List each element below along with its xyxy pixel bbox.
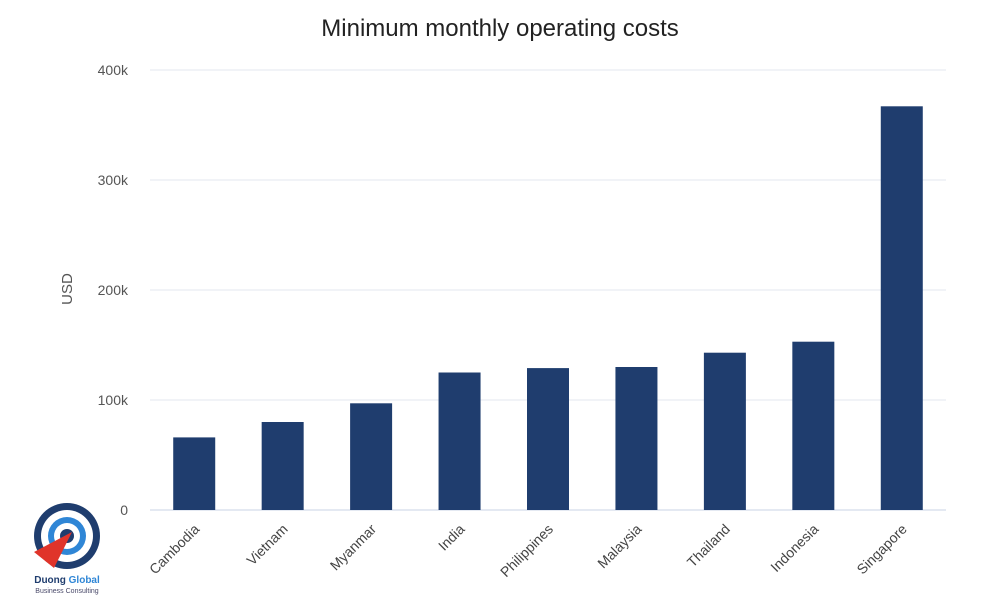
logo-name-part1: Duong xyxy=(34,575,66,586)
x-tick-label: Myanmar xyxy=(327,521,380,574)
bar xyxy=(880,106,923,511)
x-tick-label: India xyxy=(435,521,468,554)
x-tick-label: Philippines xyxy=(497,521,556,580)
bar xyxy=(173,437,216,510)
y-tick-label: 300k xyxy=(98,172,129,188)
x-axis-categories: Cambodia Vietnam Myanmar India Philippines Ma… xyxy=(146,521,910,580)
bar xyxy=(261,422,304,510)
x-tick-label: Cambodia xyxy=(146,521,203,578)
y-tick-label: 0 xyxy=(120,502,128,518)
bar xyxy=(438,372,481,510)
bar-series xyxy=(173,106,923,511)
bar xyxy=(615,367,658,510)
logo-red-arrow xyxy=(34,532,72,568)
y-tick-label: 400k xyxy=(98,62,129,78)
y-axis-ticks: 0 100k 200k 300k 400k xyxy=(98,62,129,518)
x-tick-label: Vietnam xyxy=(243,521,290,568)
company-logo: Duong Global Business Consulting xyxy=(34,503,100,595)
logo-name-part2: Global xyxy=(69,575,100,586)
logo-tagline: Business Consulting xyxy=(35,588,99,595)
y-tick-label: 200k xyxy=(98,282,129,298)
x-tick-label: Indonesia xyxy=(767,521,821,575)
bar xyxy=(792,341,835,510)
bar xyxy=(350,403,393,510)
x-tick-label: Thailand xyxy=(684,521,733,570)
x-tick-label: Singapore xyxy=(853,521,910,578)
logo-name: Duong Global xyxy=(34,575,100,586)
y-tick-label: 100k xyxy=(98,392,129,408)
x-tick-label: Malaysia xyxy=(594,521,645,572)
bar xyxy=(527,368,569,510)
chart-title: Minimum monthly operating costs xyxy=(321,15,678,42)
bar xyxy=(703,352,746,510)
y-axis-label: USD xyxy=(59,273,76,305)
